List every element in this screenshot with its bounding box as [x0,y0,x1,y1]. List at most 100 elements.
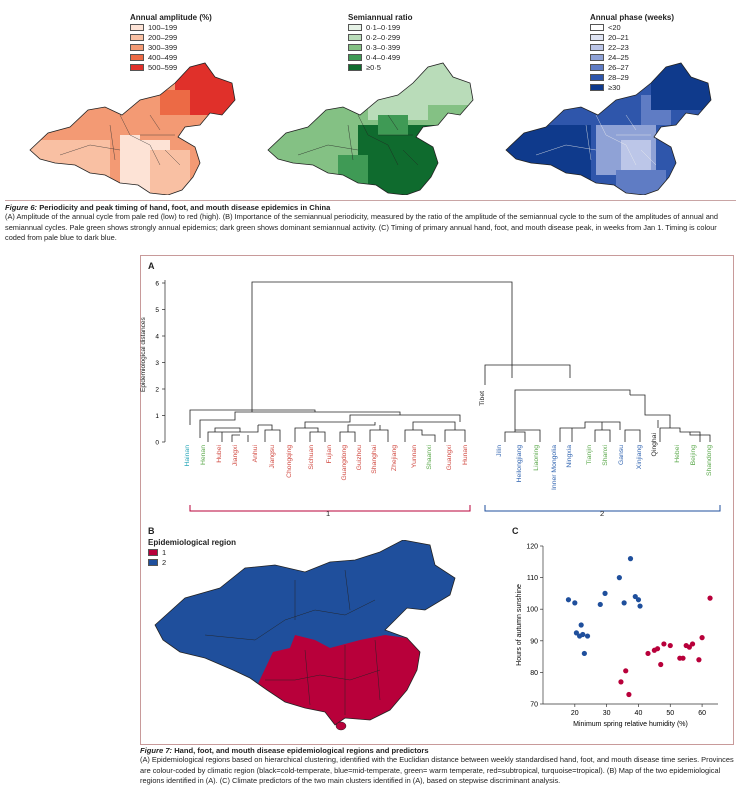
map-annual-amplitude [29,62,236,195]
dendrogram-leaf-label: Shandong [706,445,713,476]
legend-row: 28–29 [590,72,674,82]
caption-title: Periodicity and peak timing of hand, foo… [37,203,331,212]
legend-label: 22–23 [608,42,629,52]
scatter-point [654,646,661,652]
legend-label: 300–399 [148,42,178,52]
legend-row: 1 [148,547,236,557]
caption-title: Hand, foot, and mouth disease epidemiolo… [172,746,429,755]
legend-row: 22–23 [590,42,674,52]
scatter-point [627,556,634,562]
scatter-point [578,622,584,628]
map-annual-phase [505,62,712,195]
legend-row: ≥30 [590,82,674,92]
dendrogram-leaf-label: Hunan [462,445,469,466]
figure-6-maps [29,62,712,195]
scatter-point [572,600,578,606]
y-tick-label: 100 [526,607,538,614]
scatter-point [699,635,705,641]
caption-text: (A) Amplitude of the annual cycle from p… [5,212,719,242]
scatter-point [580,631,586,638]
divider [5,200,736,201]
legend-annual-amplitude: Annual amplitude (%) 100–199 200–299 300–3… [130,13,212,72]
legend-row: ≥0·5 [348,62,412,72]
dendrogram-leaf-label: Zhejiang [391,445,398,472]
y-tick-label: 6 [155,281,159,288]
dendrogram-leaf-label: Qinghai [651,433,658,457]
dendrogram-leaf-label: Gansu [618,445,625,466]
legend-swatch [130,63,144,71]
legend-row: 26–27 [590,62,674,72]
legend-row: 100–199 [130,22,212,32]
x-tick-label: 20 [571,710,579,717]
legend-row: 0·1–0·199 [348,22,412,32]
legend-semiannual-ratio: Semiannual ratio 0·1–0·199 0·2–0·299 0·3–0… [348,13,412,72]
dendrogram-leaf-label: Tianjin [586,445,593,465]
x-tick-label: 50 [666,710,674,717]
legend-label: 0·4–0·499 [366,52,401,62]
x-axis-label: Minimum spring relative humidity (%) [573,721,688,728]
legend-swatch [590,83,604,91]
scatter-point [696,657,702,663]
figure-6: Annual amplitude (%) 100–199 200–299 300–3… [0,0,741,260]
scatter-point [581,650,587,657]
legend-label: 0·1–0·199 [366,22,401,32]
legend-row: 20–21 [590,32,674,42]
scatter-point [645,650,651,657]
legend-row: 0·4–0·499 [348,52,412,62]
y-tick-label: 2 [155,387,159,394]
legend-label: 28–29 [608,72,629,82]
scatter-point [686,644,692,650]
legend-row: 2 [148,557,236,567]
legend-label: ≥30 [608,82,621,92]
y-tick-label: 120 [526,544,538,551]
dendrogram-leaf-label: Guizhou [356,445,363,471]
legend-label: 200–299 [148,32,178,42]
dendrogram-leaf-label: Liaoning [533,445,540,471]
legend-row: 300–399 [130,42,212,52]
figure-7-frame [140,255,734,745]
legend-swatch [590,53,604,61]
panel-a-letter: A [148,261,155,271]
legend-swatch [590,23,604,31]
legend-swatch [348,33,362,41]
y-tick-label: 3 [155,360,159,367]
y-tick-label: 70 [530,702,538,709]
legend-swatch [130,33,144,41]
legend-label: <20 [608,22,621,32]
legend-row: 0·2–0·299 [348,32,412,42]
legend-label: ≥0·5 [366,62,381,72]
scatter-point [626,691,632,698]
cluster-1-label: 1 [326,509,331,518]
scatter-point [635,597,642,603]
legend-title: Annual phase (weeks) [590,13,675,22]
scatter-point [597,601,603,608]
scatter-point [621,600,627,606]
dendrogram-leaf-label: Hubei [216,445,223,463]
dendrogram-leaf-label: Shanghai [371,445,378,474]
legend-swatch [590,73,604,81]
legend-row: 0·3–0·399 [348,42,412,52]
dendrogram-leaf-label: Yunnan [411,445,418,469]
scatter-point [573,630,580,636]
map-semiannual-ratio [267,62,474,195]
scatter-point [707,595,713,601]
figure-6-caption: Figure 6: Periodicity and peak timing of… [5,203,736,244]
dendrogram-leaf-label: Hebei [674,445,681,463]
legend-title: Semiannual ratio [348,13,413,22]
dendrogram-leaf-label: Jilin [496,445,503,457]
legend-swatch [148,548,158,556]
y-tick-label: 110 [527,575,538,582]
panel-c-letter: C [512,526,519,536]
legend-row: 500–599 [130,62,212,72]
dendrogram: 0 1 2 3 4 5 6 [155,280,721,512]
dendrogram-leaf-label: Ningxia [566,445,573,468]
scatter-point [584,633,591,639]
dendrogram-leaf-label: Guangxi [446,445,453,471]
y-axis-label: Hours of autumn sunshine [516,584,523,666]
scatter-point [565,597,572,603]
legend-label: 26–27 [608,62,629,72]
legend-swatch [148,558,158,566]
x-tick-label: 30 [603,710,611,717]
legend-swatch [348,63,362,71]
y-tick-label: 5 [155,307,159,314]
